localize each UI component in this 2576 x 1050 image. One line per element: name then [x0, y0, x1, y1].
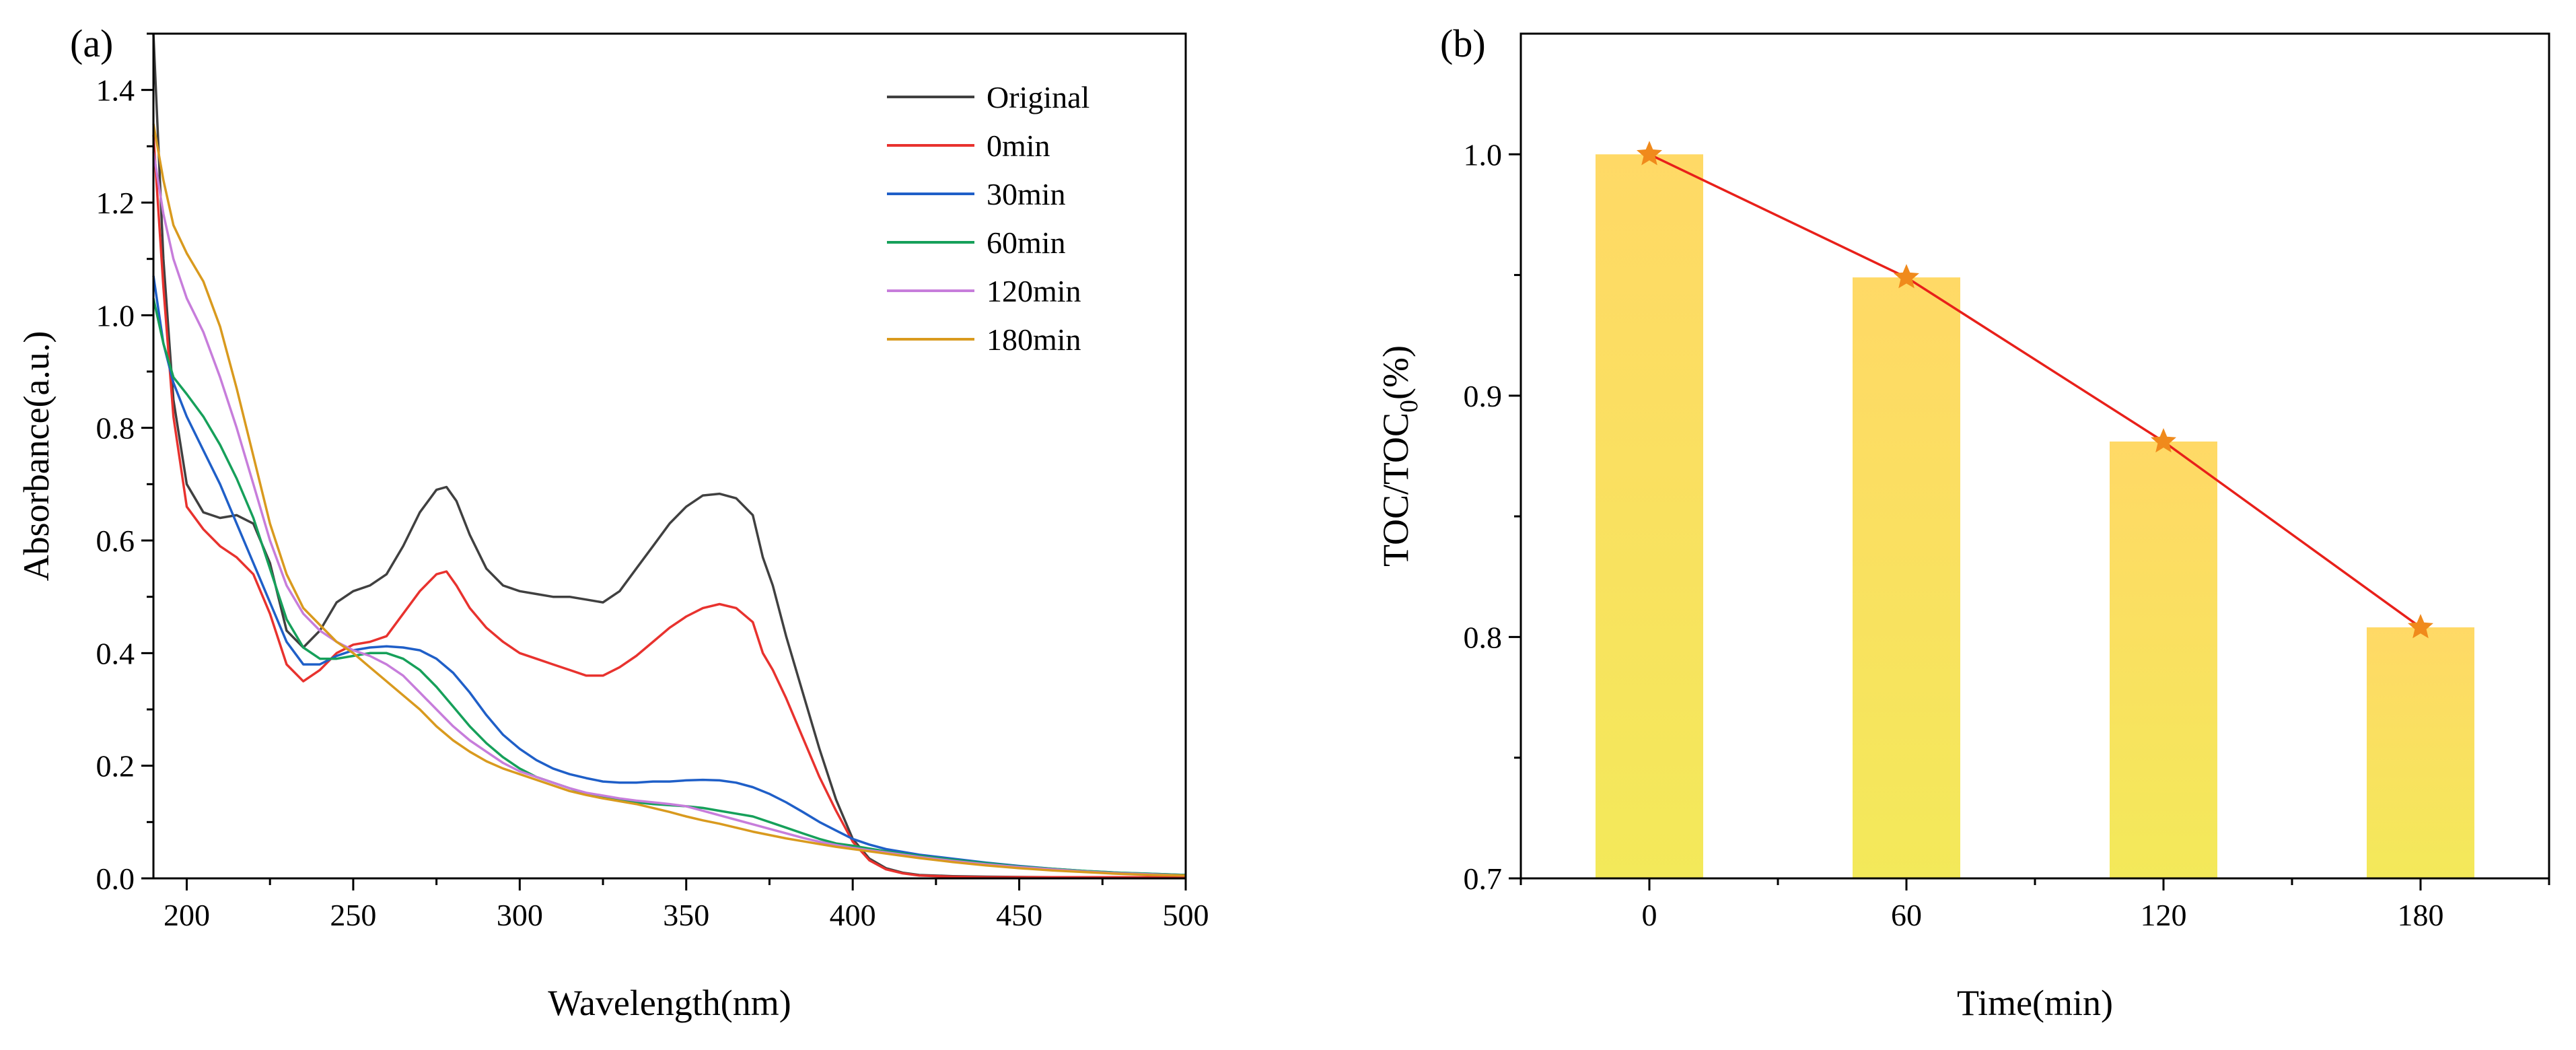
legend-label: 180min [987, 322, 1081, 357]
series-line-120min [152, 151, 1186, 877]
panel-a-line-chart: (a) 200 250 300 350 400 450 500 0.0 0.2 0.4 0.6 0.8… [16, 22, 1209, 1023]
series-line-180min [152, 123, 1186, 877]
legend-label: 0min [987, 129, 1050, 163]
x-tick-label: 250 [330, 898, 376, 932]
x-tick-label: 120 [2141, 898, 2187, 932]
panel-b-bars [1596, 154, 2474, 879]
y-tick-label: 0.9 [1464, 379, 1503, 413]
legend-label: 30min [987, 177, 1066, 211]
bar-0min [1596, 154, 1703, 878]
panel-b-y-axis-title: TOC/TOC0(%) [1375, 345, 1423, 567]
y-tick-label: 0.0 [96, 862, 135, 896]
panel-b-y-axis-title-subscript: 0 [1395, 400, 1423, 413]
y-tick-label: 1.0 [96, 298, 135, 332]
x-tick-label: 200 [164, 898, 210, 932]
panel-a-frame [152, 32, 1187, 880]
x-tick-label: 500 [1163, 898, 1209, 932]
y-tick-label: 0.2 [96, 749, 135, 783]
panel-b-y-axis-title-main: TOC/TOC [1375, 413, 1416, 567]
panel-a-tag: (a) [70, 22, 113, 65]
legend-label: Original [987, 80, 1089, 114]
y-tick-label: 0.6 [96, 524, 135, 558]
panel-a-axes: 200 250 300 350 400 450 500 0.0 0.2 0.4 0.6 0.8 1.0 1… [96, 32, 1209, 932]
panel-a-x-axis-title: Wavelength(nm) [548, 983, 791, 1023]
y-tick-label: 1.2 [96, 186, 135, 220]
series-line-30min [152, 275, 1186, 876]
y-tick-label: 0.8 [1464, 620, 1503, 654]
x-tick-label: 300 [497, 898, 543, 932]
bar-120min [2110, 441, 2217, 878]
panel-b-tag: (b) [1440, 22, 1486, 65]
bar-60min [1853, 277, 1960, 879]
x-tick-label: 400 [830, 898, 876, 932]
star-marker [2151, 428, 2176, 453]
panel-b-axes: 0 60 120 180 0.7 0.8 0.9 1.0 [1464, 32, 2550, 932]
x-tick-label: 350 [663, 898, 709, 932]
star-marker [2408, 614, 2433, 639]
x-tick-label: 60 [1891, 898, 1922, 932]
y-tick-label: 1.4 [96, 73, 135, 108]
x-tick-label: 180 [2398, 898, 2444, 932]
y-tick-label: 0.4 [96, 636, 135, 670]
x-tick-label: 450 [996, 898, 1042, 932]
x-tick-label: 0 [1642, 898, 1657, 932]
star-marker [1894, 264, 1919, 289]
panel-b-trend-overlay [1637, 141, 2433, 639]
y-tick-label: 1.0 [1464, 137, 1503, 172]
series-line-0min [152, 135, 1186, 879]
bar-180min [2367, 627, 2474, 878]
y-tick-label: 0.7 [1464, 862, 1503, 896]
series-line-60min [152, 298, 1186, 876]
legend-label: 120min [987, 274, 1081, 308]
legend-label: 60min [987, 225, 1066, 260]
trend-line [1649, 153, 2422, 629]
panel-b-y-axis-title-suffix: (%) [1375, 345, 1416, 400]
panel-b-bar-chart: (b) 0 60 120 180 0.7 0.8 0.9 1.0 Time(min) TOC/… [1375, 22, 2550, 1023]
panel-a-y-axis-title: Absorbance(a.u.) [16, 331, 57, 582]
panel-b-x-axis-title: Time(min) [1957, 983, 2113, 1023]
star-marker [1637, 141, 1662, 166]
panel-a-legend: Original 0min 30min 60min 120min 180min [887, 80, 1089, 357]
y-tick-label: 0.8 [96, 411, 135, 446]
panel-a-series-group [152, 33, 1186, 879]
